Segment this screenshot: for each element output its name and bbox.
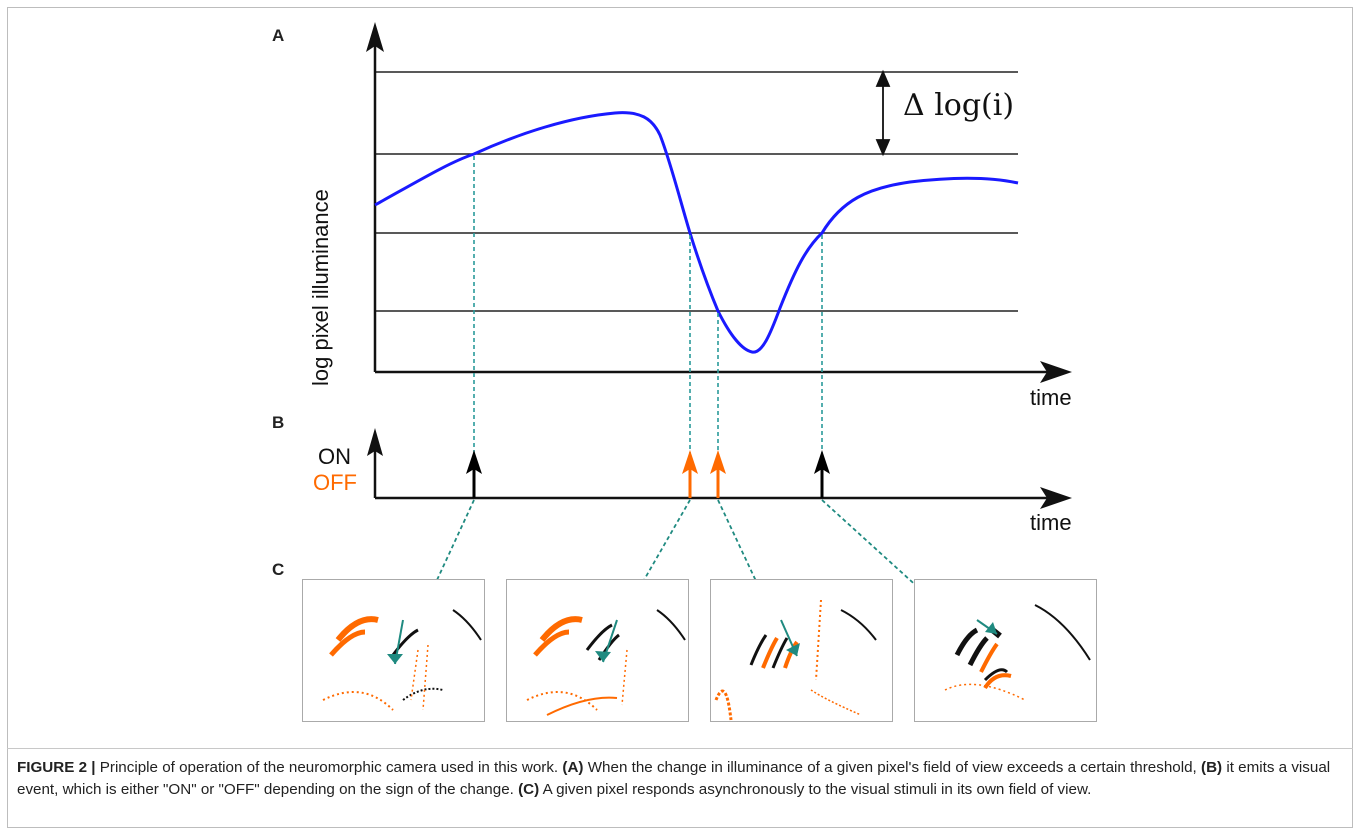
panel-c-label: C bbox=[272, 560, 285, 579]
caption-c-text: A given pixel responds asynchronously to… bbox=[542, 781, 1092, 798]
illuminance-curve bbox=[374, 111, 1019, 354]
event-on-2 bbox=[814, 450, 830, 498]
event-image-3 bbox=[710, 579, 893, 722]
dashed-connectors bbox=[473, 156, 823, 470]
event-image-4 bbox=[914, 579, 1097, 722]
event-image-1 bbox=[302, 579, 485, 722]
caption-a-text: When the change in illuminance of a give… bbox=[587, 759, 1197, 776]
b-x-axis-arrowhead bbox=[1040, 487, 1072, 509]
event-off-2 bbox=[710, 450, 726, 498]
a-y-axis-arrowhead bbox=[366, 22, 384, 52]
caption-b-text: it emits a visual event, which is either… bbox=[17, 759, 1331, 798]
teal-arrow-1 bbox=[399, 499, 475, 661]
event-on-1 bbox=[466, 450, 482, 498]
caption-figure-label: FIGURE 2 | bbox=[17, 759, 96, 776]
b-y-axis-arrowhead bbox=[367, 428, 383, 456]
event-image-2 bbox=[506, 579, 689, 722]
panel-b-label: B bbox=[272, 413, 285, 432]
caption-b-ref: (B) bbox=[1201, 759, 1223, 776]
a-x-axis-arrowhead bbox=[1040, 361, 1072, 383]
caption-separator bbox=[7, 748, 1353, 749]
caption-intro: Principle of operation of the neuromorph… bbox=[99, 759, 559, 776]
delta-double-arrow bbox=[875, 69, 891, 157]
off-label: OFF bbox=[313, 470, 357, 495]
event-off-1 bbox=[682, 450, 698, 498]
a-x-axis-label: time bbox=[1030, 385, 1072, 410]
b-x-axis-label: time bbox=[1030, 510, 1072, 535]
caption-a-ref: (A) bbox=[562, 759, 584, 776]
threshold-lines bbox=[375, 71, 1018, 312]
caption-c-ref: (C) bbox=[518, 781, 540, 798]
a-y-axis-label: log pixel illuminance bbox=[308, 189, 333, 386]
teal-arrows bbox=[399, 499, 999, 661]
on-label: ON bbox=[318, 444, 351, 469]
delta-log-i-label: Δ log(i) bbox=[903, 88, 1015, 123]
figure-caption: FIGURE 2 | Principle of operation of the… bbox=[17, 757, 1343, 801]
panel-a-label: A bbox=[272, 26, 285, 45]
